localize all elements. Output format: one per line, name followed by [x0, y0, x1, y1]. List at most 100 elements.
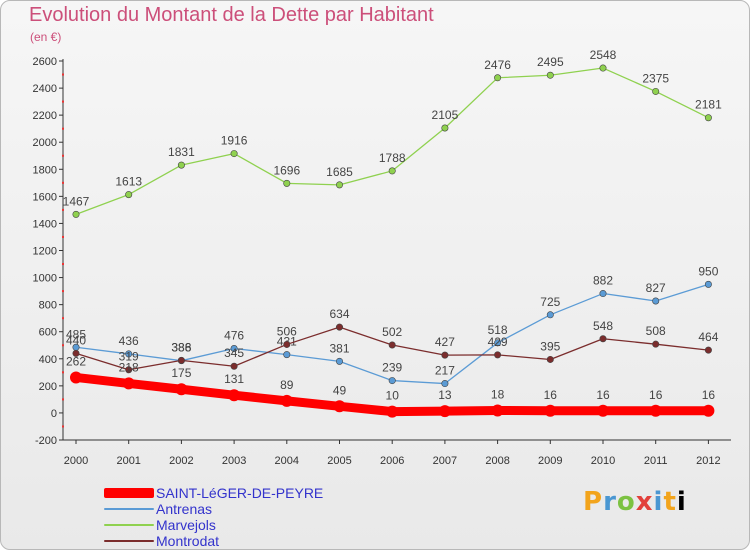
data-label: 440 — [66, 333, 86, 347]
data-label: 10 — [386, 389, 400, 403]
data-label: 1788 — [379, 151, 406, 165]
y-minor-tick — [62, 317, 64, 320]
data-label: 1696 — [273, 163, 300, 177]
data-point — [230, 150, 238, 158]
data-point — [122, 377, 135, 390]
x-tick-label: 2006 — [380, 455, 404, 467]
x-tick-label: 2012 — [696, 455, 720, 467]
data-label: 16 — [596, 388, 610, 402]
legend-label: SAINT-LéGER-DE-PEYRE — [156, 485, 324, 501]
legend-label: Montrodat — [156, 533, 220, 549]
legend-swatch — [104, 508, 154, 510]
data-label: 1916 — [221, 134, 248, 148]
data-point — [652, 340, 660, 348]
y-minor-tick — [62, 100, 64, 103]
legend-swatch — [104, 524, 154, 526]
data-point — [649, 404, 662, 417]
data-label: 18 — [491, 387, 505, 401]
x-tick-label: 2003 — [222, 455, 246, 467]
x-tick-label: 2007 — [433, 455, 457, 467]
data-label: 427 — [435, 335, 455, 349]
unit-label: (en €) — [30, 30, 62, 44]
x-tick-label: 2011 — [644, 455, 668, 467]
data-point — [388, 341, 396, 349]
data-label: 1685 — [326, 165, 353, 179]
chart-title: Evolution du Montant de la Dette par Hab… — [29, 4, 434, 26]
y-tick-label: 1400 — [33, 218, 57, 230]
y-minor-tick — [62, 398, 64, 401]
data-point — [230, 344, 238, 352]
data-label: 2181 — [695, 98, 722, 112]
data-point — [283, 351, 291, 359]
data-point — [704, 346, 712, 354]
data-label: 506 — [277, 324, 297, 338]
data-label: 131 — [224, 372, 244, 386]
data-point — [72, 349, 80, 357]
y-minor-tick — [62, 73, 64, 76]
y-tick-label: 2600 — [33, 56, 57, 68]
data-label: 345 — [224, 346, 244, 360]
data-label: 381 — [329, 341, 349, 355]
data-point — [702, 404, 715, 417]
y-minor-tick — [62, 181, 64, 184]
x-tick-label: 2008 — [485, 455, 509, 467]
data-label: 319 — [119, 350, 139, 364]
data-point — [125, 350, 133, 358]
data-point — [335, 323, 343, 331]
data-point — [494, 351, 502, 359]
data-point — [544, 404, 557, 417]
data-label: 16 — [649, 388, 663, 402]
data-label: 49 — [333, 383, 347, 397]
data-label: 262 — [66, 354, 86, 368]
data-label: 508 — [646, 324, 666, 338]
data-point — [599, 64, 607, 72]
data-point — [441, 124, 449, 132]
data-label: 2548 — [590, 48, 617, 62]
data-point — [546, 355, 554, 363]
y-tick-label: 200 — [39, 381, 57, 393]
data-label: 436 — [119, 334, 139, 348]
y-minor-tick — [62, 208, 64, 211]
data-label: 1831 — [168, 145, 195, 159]
proxiti-logo: Proxiti — [583, 487, 687, 517]
y-minor-tick — [62, 154, 64, 157]
legend-swatch — [104, 540, 154, 542]
data-point — [283, 340, 291, 348]
data-label: 239 — [382, 361, 402, 375]
data-label: 518 — [488, 323, 508, 337]
data-point — [652, 87, 660, 95]
data-point — [72, 210, 80, 218]
data-label: 827 — [646, 281, 666, 295]
data-point — [177, 161, 185, 169]
x-tick-label: 2002 — [169, 455, 193, 467]
data-label: 218 — [119, 360, 139, 374]
y-tick-label: 1000 — [33, 273, 57, 285]
y-minor-tick — [62, 235, 64, 238]
data-point — [546, 311, 554, 319]
data-point — [441, 380, 449, 388]
data-point — [704, 114, 712, 122]
y-minor-tick — [62, 290, 64, 293]
legend-label: Antrenas — [156, 501, 213, 517]
y-tick-label: 1200 — [33, 246, 57, 258]
data-label: 217 — [435, 364, 455, 378]
x-tick-label: 2010 — [591, 455, 615, 467]
data-point — [438, 405, 451, 418]
data-label: 386 — [171, 341, 191, 355]
y-tick-label: 1600 — [33, 191, 57, 203]
x-tick-label: 2009 — [538, 455, 562, 467]
data-label: 175 — [171, 366, 191, 380]
y-tick-label: 2400 — [33, 83, 57, 95]
y-tick-label: 1800 — [33, 164, 57, 176]
x-tick-label: 2005 — [327, 455, 351, 467]
legend-swatch — [104, 488, 154, 498]
data-label: 634 — [329, 307, 349, 321]
data-label: 464 — [698, 330, 718, 344]
y-tick-label: 600 — [39, 327, 57, 339]
data-point — [388, 377, 396, 385]
data-point — [230, 362, 238, 370]
data-label: 16 — [702, 388, 716, 402]
data-point — [335, 357, 343, 365]
y-minor-tick — [62, 425, 64, 428]
